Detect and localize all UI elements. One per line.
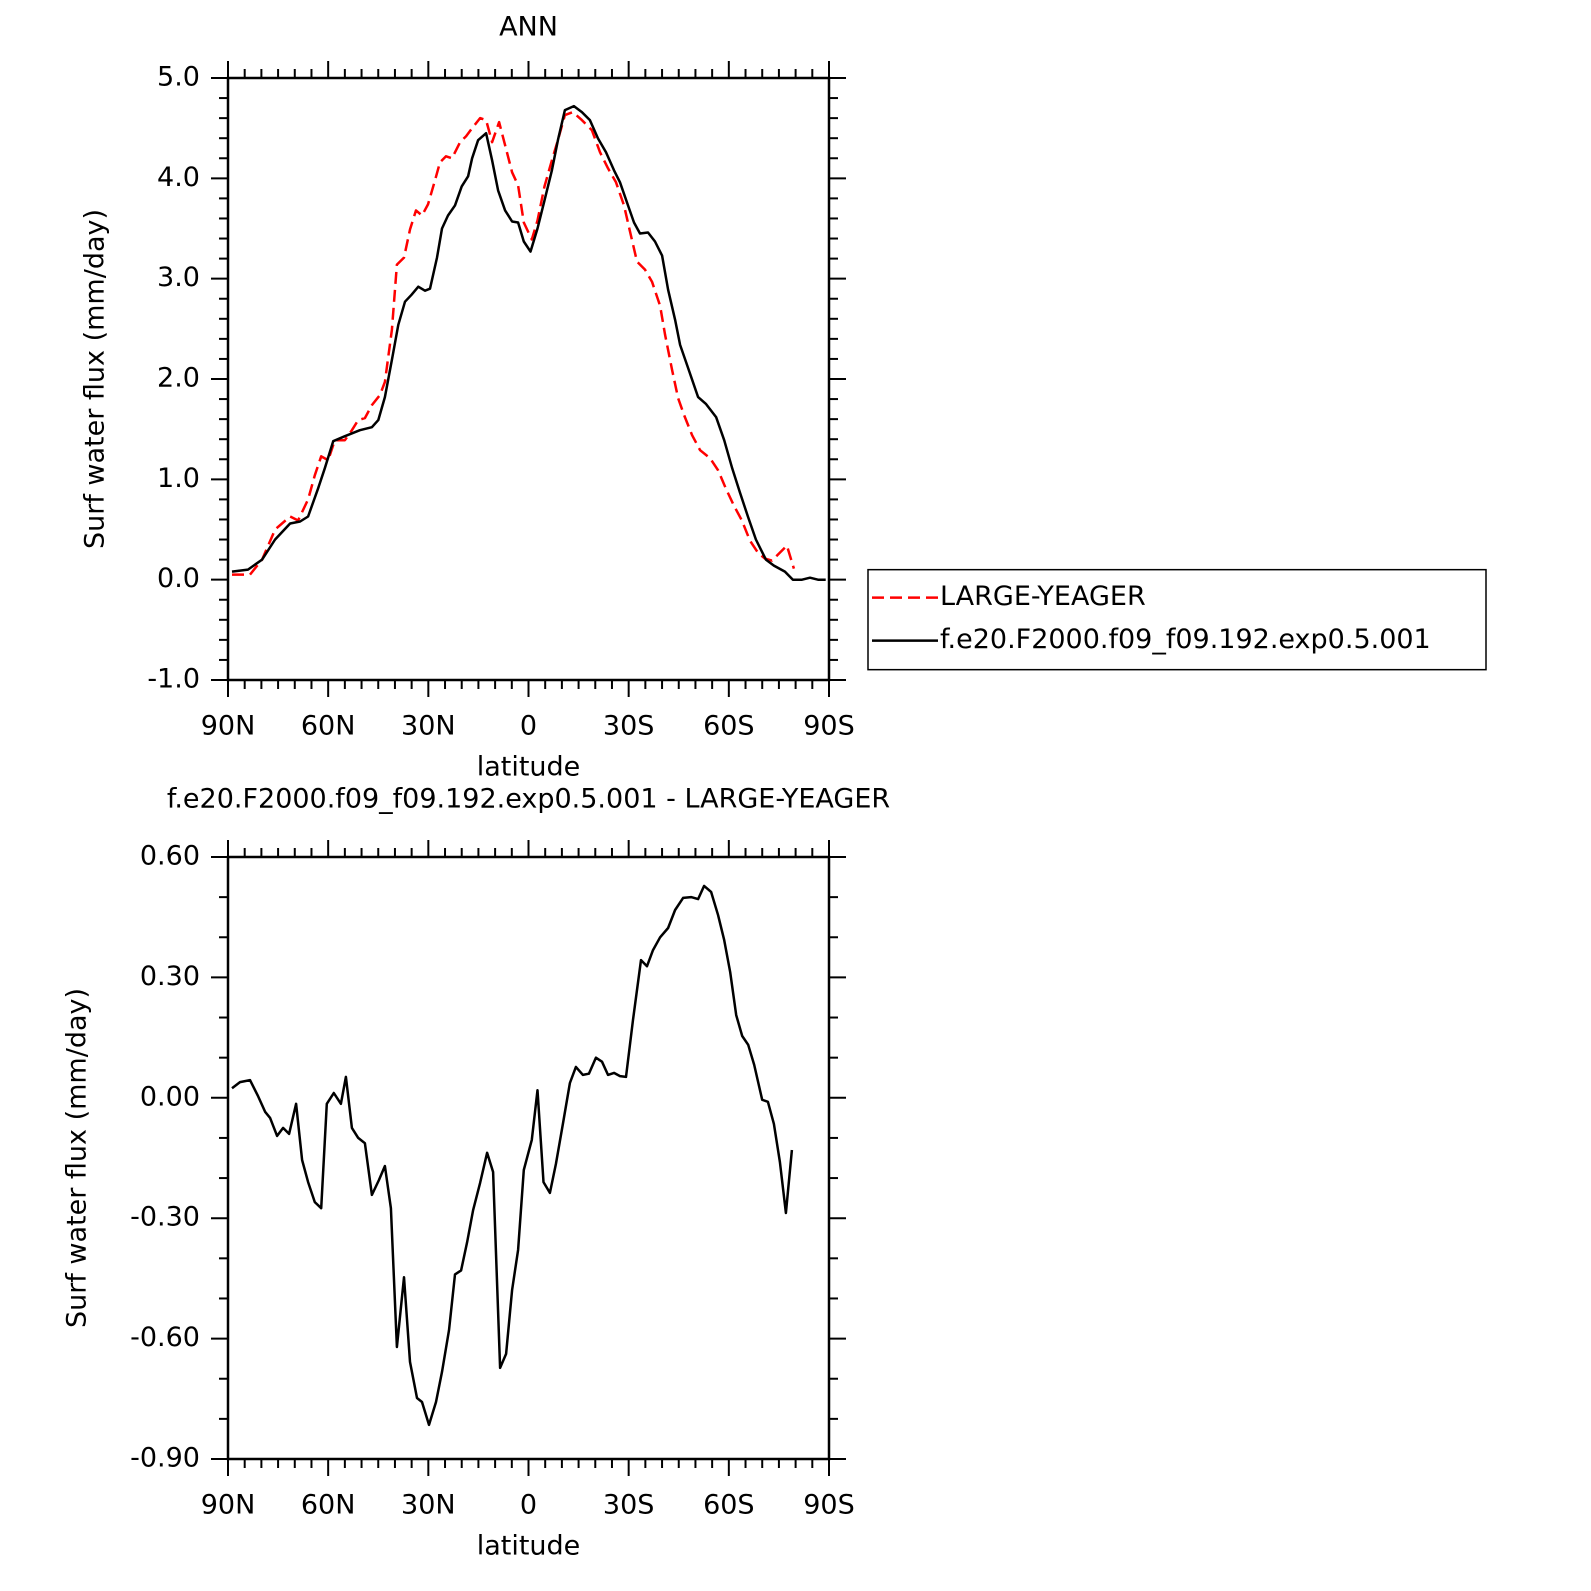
x-tick-label: 0 [520,1490,537,1521]
y-tick-label: 0.60 [140,841,200,872]
y-tick-label: 0.30 [140,961,200,992]
x-tick-label: 60N [301,711,356,742]
y-tick-label: 0.00 [140,1081,200,1112]
legend-box [867,568,1487,671]
chart-title: f.e20.F2000.f09_f09.192.exp0.5.001 - LAR… [167,784,890,815]
y-tick-label: 2.0 [157,363,200,394]
data-line [231,884,794,1427]
legend: LARGE-YEAGER f.e20.F2000.f09_f09.192.exp0… [867,568,1487,671]
y-tick-label: -0.90 [130,1443,200,1474]
x-axis-label: latitude [477,1531,581,1562]
panel: f.e20.F2000.f09_f09.192.exp0.5.001 - LAR… [62,784,891,1562]
plot-frame [226,855,831,1461]
y-tick-label: 1.0 [157,463,200,494]
y-tick-label: 5.0 [157,62,200,93]
x-tick-label: 30N [401,711,456,742]
x-tick-label: 30S [603,1490,655,1521]
panel: ANN latitude Surf water flux (mm/day) -1.0 0… [80,12,1487,783]
x-axis-label: latitude [477,752,581,783]
data-line [231,104,826,581]
x-tick-label: 90N [201,1490,256,1521]
y-axis-label: Surf water flux (mm/day) [62,988,93,1328]
y-tick-label: -1.0 [147,664,200,695]
x-tick-label: 60S [703,711,755,742]
y-tick-label: -0.30 [130,1202,200,1233]
x-tick-label: 90S [803,711,855,742]
x-tick-label: 30N [401,1490,456,1521]
chart-title: ANN [499,12,558,43]
y-tick-label: -0.60 [130,1322,200,1353]
y-tick-label: 3.0 [157,262,200,293]
y-tick-label: 0.0 [157,563,200,594]
data-line [232,110,796,576]
legend-label: f.e20.F2000.f09_f09.192.exp0.5.001 [940,624,1431,655]
plot-frame [226,76,831,682]
x-tick-label: 60S [703,1490,755,1521]
x-tick-label: 60N [301,1490,356,1521]
x-tick-label: 90N [201,711,256,742]
x-tick-label: 0 [520,711,537,742]
x-tick-label: 30S [603,711,655,742]
legend-label: LARGE-YEAGER [940,581,1146,612]
y-tick-label: 4.0 [157,162,200,193]
y-axis-label: Surf water flux (mm/day) [80,209,111,549]
x-tick-label: 90S [803,1490,855,1521]
